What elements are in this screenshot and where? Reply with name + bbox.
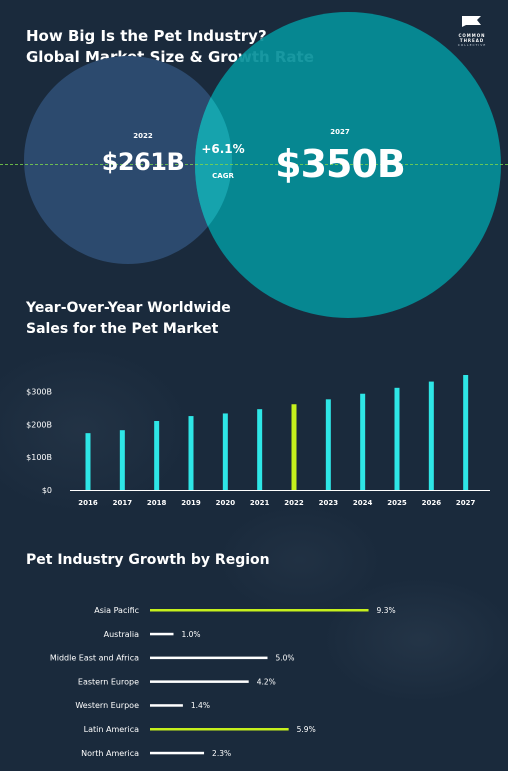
- region-value-label: 5.0%: [276, 654, 295, 663]
- circle-overlap: [24, 56, 232, 264]
- bar-2019: [188, 416, 194, 490]
- bar-2024: [360, 393, 366, 490]
- bar-2023: [325, 399, 331, 490]
- value-2022: $261B: [101, 148, 185, 176]
- region-bar: [150, 751, 205, 755]
- region-bar: [150, 728, 289, 731]
- x-tick-label: 2022: [284, 499, 304, 507]
- x-tick-label: 2027: [456, 499, 476, 507]
- region-bar: [150, 632, 174, 636]
- sales-chart-title-line-1: Year-Over-Year Worldwide: [26, 300, 231, 316]
- cagr-label: CAGR: [212, 172, 234, 180]
- bar-2017: [119, 430, 125, 490]
- region-chart-title: Pet Industry Growth by Region: [26, 552, 270, 568]
- flag-icon: [462, 16, 481, 27]
- x-tick-label: 2019: [181, 499, 201, 507]
- logo-name: COMMON THREAD: [458, 33, 486, 43]
- x-tick-label: 2026: [422, 499, 442, 507]
- region-value-label: 2.3%: [212, 749, 231, 758]
- region-label: North America: [81, 749, 139, 758]
- bar-2027: [463, 375, 469, 490]
- region-label: Middle East and Africa: [50, 654, 139, 663]
- region-label: Australia: [104, 630, 139, 639]
- region-label: Asia Pacific: [94, 606, 139, 615]
- region-bar: [150, 704, 183, 707]
- x-tick-label: 2021: [250, 499, 270, 507]
- circle-2027: [195, 12, 501, 318]
- region-label: Western Eurpoe: [75, 701, 139, 710]
- bar-2021: [257, 409, 263, 490]
- bar-2026: [428, 381, 434, 490]
- year-2022-label: 2022: [133, 132, 153, 140]
- bar-2025: [394, 387, 400, 490]
- region-bar: [150, 609, 369, 612]
- bar-2016: [85, 433, 91, 490]
- x-tick-label: 2023: [319, 499, 339, 507]
- region-growth-bar-chart: Asia Pacific 9.3% Australia 1.0% Middle East…: [50, 606, 396, 758]
- x-tick-label: 2016: [78, 499, 98, 507]
- region-value-label: 5.9%: [297, 725, 316, 734]
- yearly-sales-bar-chart: $0 $100B $200B $300B 2016 2017 2018 2019 2020 202…: [26, 375, 490, 507]
- logo-subtitle: COLLECTIVE: [457, 43, 487, 47]
- x-tick-label: 2017: [113, 499, 133, 507]
- bar-2020: [222, 413, 228, 490]
- sales-chart-title-line-2: Sales for the Pet Market: [26, 321, 219, 337]
- region-label: Eastern Europe: [78, 677, 139, 686]
- sales-chart-title: Year-Over-Year Worldwide Sales for the P…: [26, 298, 231, 340]
- bar-2018: [154, 421, 160, 490]
- region-value-label: 1.0%: [182, 630, 201, 639]
- cagr-value: +6.1%: [201, 142, 245, 156]
- region-label: Latin America: [84, 725, 139, 734]
- region-value-label: 1.4%: [191, 701, 210, 710]
- y-tick-label: $0: [42, 486, 52, 495]
- bar-2022: [291, 404, 297, 490]
- dashed-divider: [0, 164, 508, 165]
- x-tick-label: 2018: [147, 499, 167, 507]
- region-bar: [150, 680, 249, 683]
- page-title-line-1: How Big Is the Pet Industry?: [26, 27, 267, 45]
- value-2027: $350B: [275, 142, 406, 186]
- y-tick-label: $100B: [26, 453, 52, 462]
- region-value-label: 4.2%: [257, 677, 276, 686]
- x-tick-label: 2025: [387, 499, 407, 507]
- region-bar: [150, 656, 268, 660]
- brand-logo: COMMON THREAD COLLECTIVE: [446, 14, 498, 47]
- y-tick-label: $200B: [26, 420, 52, 429]
- x-tick-label: 2020: [216, 499, 236, 507]
- x-tick-label: 2024: [353, 499, 373, 507]
- y-tick-label: $300B: [26, 387, 52, 396]
- region-value-label: 9.3%: [377, 606, 396, 615]
- year-2027-label: 2027: [330, 128, 350, 136]
